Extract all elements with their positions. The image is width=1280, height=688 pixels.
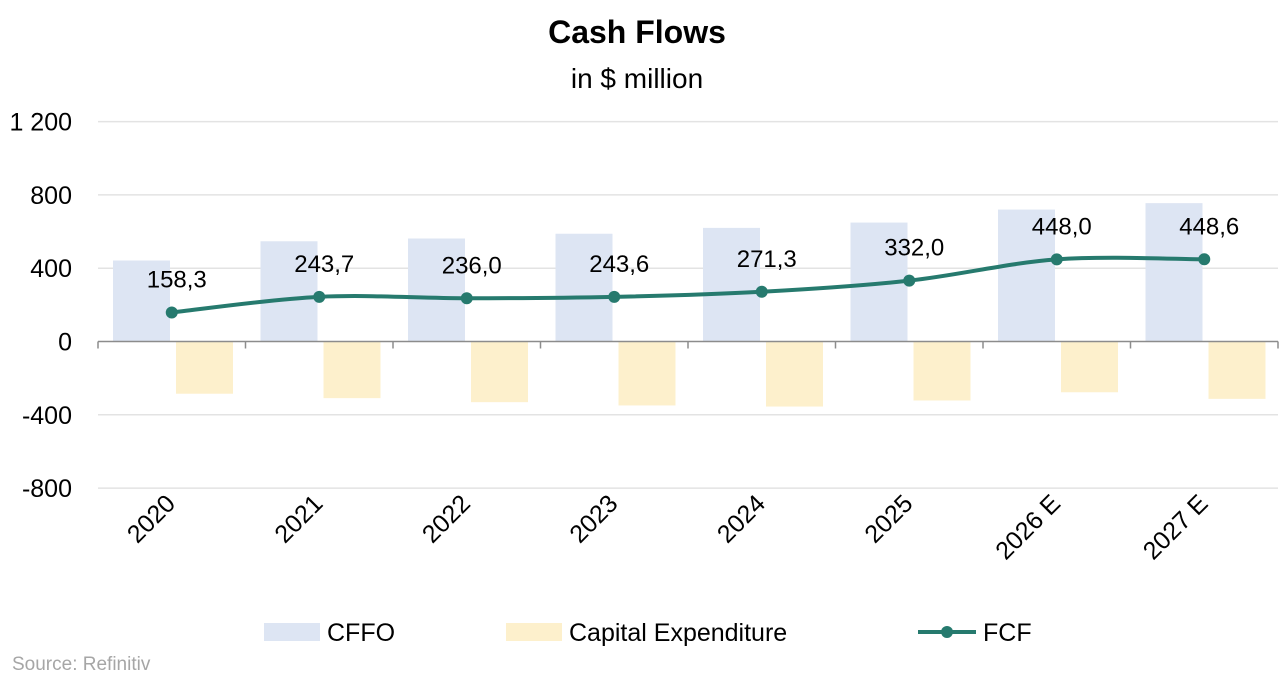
fcf-point (1198, 253, 1211, 266)
x-tick-label: 2020 (122, 489, 181, 548)
cffo-bar (408, 238, 465, 342)
x-tick-label: 2021 (269, 489, 328, 548)
y-tick-label: -800 (22, 475, 72, 503)
capex-bar (1061, 341, 1118, 393)
x-tick-label: 2024 (712, 489, 771, 548)
y-tick-label: 1 200 (9, 109, 72, 137)
cffo-bar (703, 227, 760, 342)
legend-swatch-capex (506, 623, 562, 641)
chart-subtitle: in $ million (571, 63, 703, 94)
capex-bar (176, 341, 233, 394)
x-tick-label: 2023 (564, 489, 623, 548)
capex-bar (913, 341, 971, 401)
fcf-point (903, 274, 916, 287)
legend-label-fcf: FCF (983, 619, 1032, 647)
x-tick-label: 2025 (859, 489, 918, 548)
cffo-bar (998, 209, 1055, 342)
fcf-point (755, 285, 768, 298)
fcf-point (313, 290, 326, 303)
y-tick-label: -400 (22, 402, 72, 430)
y-tick-label: 400 (30, 255, 72, 283)
fcf-point (608, 290, 621, 303)
cffo-bar (1145, 203, 1203, 342)
capex-bar (471, 341, 528, 403)
fcf-line (171, 255, 1205, 315)
cffo-bar (113, 260, 170, 342)
fcf-point (460, 292, 473, 305)
y-tick-label: 0 (58, 329, 72, 357)
cffo-bar (555, 233, 613, 342)
x-tick-label: 2026 E (990, 489, 1066, 565)
fcf-data-label: 243,7 (294, 251, 354, 278)
chart-title: Cash Flows (548, 14, 726, 50)
capex-bar (766, 341, 823, 407)
legend-marker-fcf (941, 626, 953, 638)
fcf-data-label: 271,3 (737, 246, 797, 273)
fcf-data-label: 332,0 (884, 235, 944, 262)
legend-swatch-cffo (264, 623, 320, 641)
fcf-data-label: 448,0 (1032, 213, 1092, 240)
source-note: Source: Refinitiv (12, 654, 151, 675)
legend-label-capex: Capital Expenditure (569, 619, 787, 647)
capex-bar (323, 341, 381, 399)
fcf-data-label: 243,6 (589, 251, 649, 278)
x-tick-label: 2022 (417, 489, 476, 548)
legend: CFFO Capital Expenditure FCF (264, 619, 1032, 647)
fcf-data-label: 236,0 (442, 252, 502, 279)
fcf-point (1050, 253, 1063, 266)
fcf-point (165, 306, 178, 319)
x-tick-label: 2027 E (1138, 489, 1214, 565)
fcf-data-label: 158,3 (147, 266, 207, 293)
capex-bar (1208, 341, 1266, 399)
y-tick-label: 800 (30, 182, 72, 210)
fcf-data-label: 448,6 (1179, 213, 1239, 240)
legend-label-cffo: CFFO (327, 619, 395, 647)
cffo-bar (260, 241, 318, 342)
capex-bar (618, 341, 676, 406)
